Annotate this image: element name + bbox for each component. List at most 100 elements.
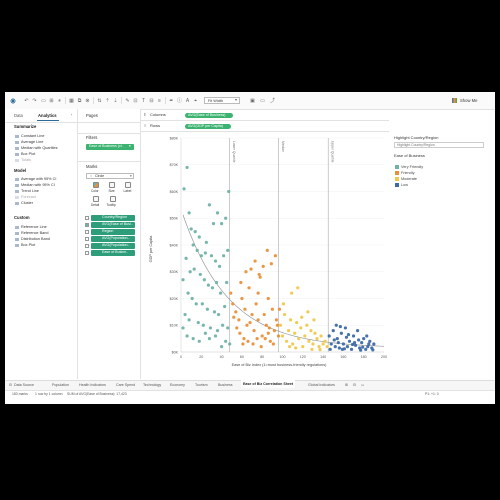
- presentation-icon[interactable]: ▣: [250, 97, 255, 104]
- tab-economy[interactable]: Economy: [170, 383, 185, 387]
- scatter-point[interactable]: [313, 331, 317, 335]
- scatter-point[interactable]: [250, 312, 254, 317]
- scatter-point[interactable]: [343, 326, 348, 330]
- scatter-point[interactable]: [368, 339, 372, 343]
- tab-health-indicators[interactable]: Health Indicators: [79, 383, 106, 387]
- scatter-point[interactable]: [310, 347, 314, 351]
- scatter-point[interactable]: [276, 334, 281, 338]
- filter-pill[interactable]: Ease of Business (cl.. ▾: [86, 144, 134, 150]
- scatter-point[interactable]: [208, 326, 213, 330]
- scatter-point[interactable]: [274, 318, 279, 322]
- scatter-point[interactable]: [210, 286, 215, 290]
- scatter-point[interactable]: [307, 339, 311, 343]
- scatter-point[interactable]: [249, 267, 253, 271]
- scatter-point[interactable]: [202, 278, 206, 282]
- scatter-point[interactable]: [198, 272, 202, 277]
- scatter-point[interactable]: [332, 338, 336, 342]
- scatter-point[interactable]: [286, 329, 291, 333]
- scatter-point[interactable]: [227, 189, 231, 194]
- columns-shelf[interactable]: ⦀ Columns AVG(Ease of Business): [141, 111, 389, 121]
- scatter-point[interactable]: [347, 339, 352, 343]
- mark-field-avg-population-1[interactable]: AVG(Population..: [91, 236, 135, 242]
- scatter-point[interactable]: [256, 318, 260, 322]
- scatter-point[interactable]: [232, 315, 236, 319]
- tab-data-source[interactable]: Data Source: [14, 383, 34, 387]
- scatter-point[interactable]: [200, 302, 204, 306]
- scatter-point[interactable]: [289, 318, 293, 322]
- scatter-point[interactable]: [181, 278, 185, 282]
- mark-type-select[interactable]: ○ Circle ▾: [86, 173, 134, 179]
- scatter-point[interactable]: [223, 304, 227, 309]
- scatter-point[interactable]: [242, 337, 246, 341]
- scatter-point[interactable]: [281, 302, 286, 306]
- scatter-point[interactable]: [269, 262, 273, 266]
- marks-card-size[interactable]: Size: [106, 182, 118, 194]
- scatter-point[interactable]: [244, 270, 248, 274]
- analytics-item-box-plot[interactable]: Box Plot: [15, 152, 70, 157]
- marks-card-color[interactable]: Color: [90, 182, 102, 194]
- show-me-button[interactable]: Show Me: [452, 97, 490, 104]
- scatter-point[interactable]: [243, 307, 247, 311]
- scatter-point[interactable]: [318, 347, 322, 352]
- scatter-point[interactable]: [329, 342, 333, 346]
- new-dashboard-icon[interactable]: ⊟: [353, 383, 357, 387]
- clear-icon[interactable]: ⊗: [85, 97, 90, 104]
- scatter-point[interactable]: [328, 347, 332, 351]
- scatter-point[interactable]: [335, 337, 339, 341]
- scatter-point[interactable]: [217, 264, 222, 268]
- labels-icon[interactable]: T: [141, 97, 146, 104]
- scatter-point[interactable]: [371, 348, 375, 352]
- analytics-item-cluster[interactable]: Cluster: [15, 201, 70, 206]
- scatter-point[interactable]: [346, 333, 351, 337]
- pages-dropzone[interactable]: [82, 123, 136, 131]
- scatter-point[interactable]: [272, 329, 276, 333]
- scatter-point[interactable]: [191, 243, 195, 247]
- scatter-point[interactable]: [222, 254, 226, 258]
- scatter-point[interactable]: [268, 339, 272, 343]
- scatter-point[interactable]: [253, 259, 257, 263]
- rows-shelf[interactable]: ≡ Rows AVG(GDP per Capita): [141, 122, 389, 132]
- scatter-point[interactable]: [264, 323, 268, 327]
- scatter-point[interactable]: [331, 329, 335, 333]
- scatter-point[interactable]: [334, 323, 338, 327]
- scatter-point[interactable]: [333, 345, 337, 349]
- scatter-point[interactable]: [270, 307, 274, 311]
- scatter-point[interactable]: [203, 331, 207, 335]
- scatter-point[interactable]: [291, 342, 295, 346]
- scatter-point[interactable]: [186, 291, 190, 295]
- scatter-point[interactable]: [261, 264, 265, 268]
- scatter-point[interactable]: [221, 323, 225, 327]
- scatter-point[interactable]: [226, 248, 230, 252]
- scatter-point[interactable]: [191, 337, 195, 341]
- scatter-point[interactable]: [267, 326, 271, 330]
- scatter-point[interactable]: [187, 211, 191, 215]
- scatter-point[interactable]: [345, 345, 350, 349]
- share-icon[interactable]: ⤴: [269, 98, 275, 104]
- scatter-point[interactable]: [303, 334, 307, 338]
- scatter-point[interactable]: [235, 326, 239, 330]
- scatter-point[interactable]: [306, 310, 310, 314]
- scatter-point[interactable]: [294, 346, 298, 350]
- scatter-point[interactable]: [360, 341, 364, 345]
- analytics-item-constant-line[interactable]: Constant Line: [15, 134, 70, 139]
- scatter-point[interactable]: [240, 296, 244, 301]
- scatter-point[interactable]: [228, 342, 232, 346]
- new-story-icon[interactable]: ▭: [361, 383, 365, 387]
- scatter-point[interactable]: [189, 227, 193, 231]
- scatter-point[interactable]: [213, 334, 218, 338]
- scatter-point[interactable]: [357, 338, 361, 342]
- analytics-item-distribution-band[interactable]: Distribution Band: [15, 237, 70, 242]
- scatter-point[interactable]: [201, 323, 205, 327]
- collapse-pane-icon[interactable]: ‹: [71, 112, 73, 117]
- legend-item-friendly[interactable]: Friendly: [401, 171, 415, 175]
- scatter-point[interactable]: [248, 320, 252, 325]
- columns-pill[interactable]: AVG(Ease of Business): [185, 113, 233, 118]
- scatter-point[interactable]: [220, 345, 224, 349]
- scatter-point[interactable]: [205, 307, 209, 311]
- scatter-point[interactable]: [339, 331, 343, 335]
- scatter-point[interactable]: [353, 343, 358, 347]
- analytics-item-average-ci[interactable]: Average with 95% CI: [15, 177, 70, 182]
- scatter-point[interactable]: [185, 165, 189, 170]
- scatter-point[interactable]: [187, 318, 191, 322]
- mark-field-ease-of-business[interactable]: Ease of Busine..: [91, 250, 135, 256]
